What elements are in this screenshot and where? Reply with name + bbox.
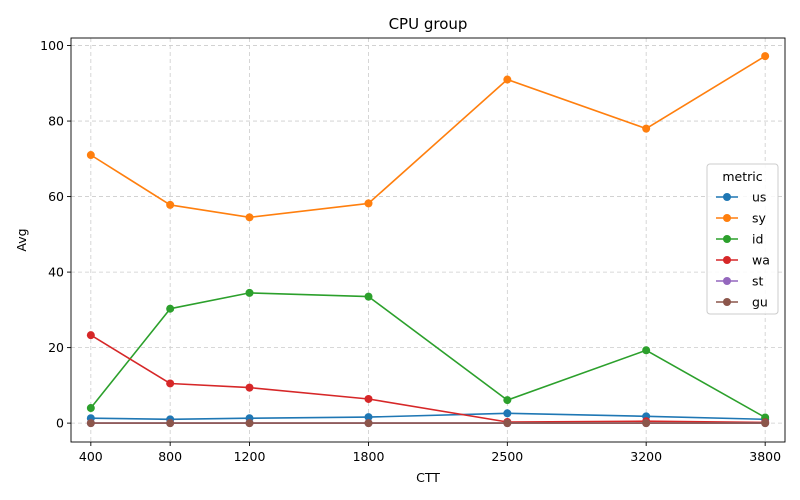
legend-item-sy: sy xyxy=(716,211,767,226)
data-point-wa xyxy=(86,331,95,340)
series-gu xyxy=(86,419,770,428)
legend-label-sy: sy xyxy=(752,211,767,226)
x-tick-label: 800 xyxy=(158,449,182,464)
legend-item-wa: wa xyxy=(716,253,770,268)
series-layer xyxy=(86,52,770,428)
legend-label-st: st xyxy=(752,274,764,289)
data-point-sy xyxy=(364,199,373,208)
data-point-sy xyxy=(245,213,254,222)
legend-item-st: st xyxy=(716,274,764,289)
y-tick-label: 80 xyxy=(48,114,64,129)
data-point-gu xyxy=(86,419,95,428)
legend-marker-gu xyxy=(723,298,731,306)
series-line-id xyxy=(90,292,766,419)
series-line-sy xyxy=(90,55,766,219)
y-tick-label: 60 xyxy=(48,189,64,204)
data-point-gu xyxy=(166,419,175,428)
data-point-us xyxy=(364,413,373,422)
legend-marker-sy xyxy=(723,214,731,222)
data-point-sy xyxy=(86,151,95,160)
legend-label-gu: gu xyxy=(752,295,768,310)
data-point-sy xyxy=(166,200,175,209)
legend-title: metric xyxy=(722,169,762,184)
legend-item-us: us xyxy=(716,190,766,205)
data-point-sy xyxy=(503,75,512,84)
data-point-sy xyxy=(761,52,770,61)
legend-marker-wa xyxy=(723,256,731,264)
y-tick-label: 20 xyxy=(48,340,64,355)
legend-marker-us xyxy=(723,193,731,201)
legend: metric us sy id wa st gu xyxy=(706,163,779,315)
legend-label-id: id xyxy=(752,232,763,247)
y-axis-title: Avg xyxy=(14,228,29,251)
grid xyxy=(71,38,785,442)
data-point-wa xyxy=(166,379,175,388)
y-tick-label: 100 xyxy=(40,38,64,53)
data-point-gu xyxy=(642,419,651,428)
series-line-us xyxy=(90,412,766,421)
legend-item-gu: gu xyxy=(716,295,768,310)
legend-marker-id xyxy=(723,235,731,243)
data-point-us xyxy=(503,409,512,418)
data-point-id xyxy=(364,292,373,301)
data-point-gu xyxy=(761,419,770,428)
x-tick-label: 400 xyxy=(79,449,103,464)
chart-title: CPU group xyxy=(389,15,468,33)
x-tick-label: 1200 xyxy=(234,449,266,464)
data-point-gu xyxy=(364,419,373,428)
data-point-id xyxy=(642,346,651,355)
y-tick-label: 0 xyxy=(56,416,64,431)
data-point-gu xyxy=(503,419,512,428)
data-point-gu xyxy=(245,419,254,428)
y-tick-label: 40 xyxy=(48,265,64,280)
legend-marker-st xyxy=(723,277,731,285)
series-id xyxy=(86,288,770,422)
legend-label-wa: wa xyxy=(752,253,770,268)
plot-frame xyxy=(70,37,786,443)
x-axis-title: CTT xyxy=(416,470,440,485)
x-axis: 400 800 1200 1800 2500 3200 3800 xyxy=(79,442,781,464)
legend-label-us: us xyxy=(752,190,766,205)
data-point-id xyxy=(166,304,175,313)
data-point-id xyxy=(245,288,254,297)
data-point-id xyxy=(86,404,95,413)
data-point-sy xyxy=(642,124,651,133)
series-sy xyxy=(86,52,770,222)
x-tick-label: 3200 xyxy=(630,449,662,464)
legend-item-id: id xyxy=(716,232,763,247)
series-wa xyxy=(86,331,770,427)
y-axis: 0 20 40 60 80 100 xyxy=(40,38,71,431)
data-point-id xyxy=(503,396,512,405)
legend-box xyxy=(706,163,779,315)
x-tick-label: 1800 xyxy=(353,449,385,464)
x-tick-label: 2500 xyxy=(491,449,523,464)
series-line-wa xyxy=(90,334,766,424)
data-point-wa xyxy=(245,383,254,392)
data-point-wa xyxy=(364,394,373,403)
x-tick-label: 3800 xyxy=(749,449,781,464)
